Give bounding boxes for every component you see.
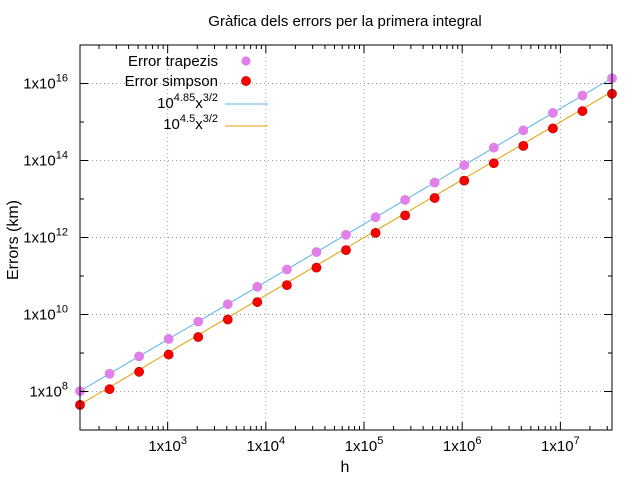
- y-tick-exponent: 8: [62, 381, 68, 393]
- legend-fit-4-5-var: x: [195, 116, 203, 133]
- x-tick-label: 1x107: [541, 435, 580, 455]
- gridlines: [80, 45, 612, 430]
- y-tick-label: 1x108: [29, 381, 68, 401]
- legend-fit-4-5-power: 3/2: [203, 113, 218, 125]
- data-point-trapezis: [281, 264, 292, 275]
- legend-marker-trapezis: [241, 56, 251, 66]
- legend-point-simpson: [241, 76, 251, 86]
- data-point-simpson: [193, 332, 204, 342]
- y-tick-label: 1x1014: [23, 150, 68, 170]
- x-tick-mantissa: 1x10: [443, 438, 476, 455]
- data-point-simpson: [429, 193, 440, 203]
- y-tick-label: 1x1010: [23, 304, 68, 324]
- y-tick-mantissa: 1x10: [23, 76, 56, 93]
- y-tick-label: 1x1016: [23, 73, 68, 93]
- data-point-simpson: [577, 106, 588, 116]
- x-tick-mantissa: 1x10: [148, 438, 181, 455]
- legend-label-fit-4-85: 104.85x3/2: [157, 92, 218, 112]
- data-point-trapezis: [577, 90, 588, 101]
- data-point-simpson: [222, 314, 233, 325]
- x-tick-exponent: 3: [181, 435, 187, 447]
- data-point-simpson: [252, 297, 263, 307]
- data-point-simpson: [518, 140, 529, 151]
- data-point-simpson: [341, 245, 351, 256]
- legend-fit-4-85-base: 10: [157, 95, 174, 112]
- x-axis-label: h: [341, 459, 350, 476]
- data-point-simpson: [488, 158, 499, 169]
- x-tick-mantissa: 1x10: [345, 438, 378, 455]
- data-point-trapezis: [459, 160, 470, 171]
- legend-point-trapezis: [241, 56, 251, 66]
- data-point-trapezis: [341, 229, 351, 240]
- data-point-simpson: [459, 175, 470, 186]
- x-tick-exponent: 7: [574, 435, 580, 447]
- x-tick-exponent: 6: [475, 435, 481, 447]
- data-point-trapezis: [547, 108, 558, 118]
- data-point-trapezis: [400, 194, 411, 205]
- tick-labels: 1x103 1x104 1x105 1x106 1x1071x1081x10101x10…: [23, 73, 579, 456]
- data-point-trapezis: [134, 351, 145, 362]
- legend-label-trapezis: Error trapezis: [128, 53, 218, 70]
- data-point-simpson: [370, 227, 381, 238]
- data-point-trapezis: [429, 177, 440, 188]
- legend-marker-simpson: [241, 76, 251, 86]
- y-tick-label: 1x1012: [23, 227, 68, 247]
- x-tick-label: 1x105: [345, 435, 384, 455]
- x-tick-label: 1x106: [443, 435, 482, 455]
- y-tick-exponent: 16: [56, 73, 68, 85]
- data-point-trapezis: [193, 316, 204, 327]
- x-tick-mantissa: 1x10: [247, 438, 280, 455]
- data-point-simpson: [547, 123, 558, 134]
- legend-fit-4-85-exp: 4.85: [174, 92, 195, 104]
- data-point-trapezis: [518, 125, 529, 136]
- y-tick-mantissa: 1x10: [23, 307, 56, 324]
- y-axis-label: Errors (km): [5, 200, 22, 280]
- data-point-simpson: [134, 366, 145, 377]
- data-point-simpson: [400, 210, 411, 221]
- data-point-trapezis: [222, 299, 233, 310]
- data-point-trapezis: [370, 212, 381, 223]
- data-point-trapezis: [163, 334, 174, 344]
- y-tick-mantissa: 1x10: [23, 153, 56, 170]
- chart-title: Gràfica dels errors per la primera integ…: [208, 13, 481, 30]
- data-point-simpson: [163, 349, 174, 360]
- legend: Error trapezis Error simpson 104.85x3/2 …: [125, 53, 268, 133]
- data-point-trapezis: [252, 281, 263, 292]
- data-point-simpson: [281, 280, 292, 291]
- data-point-trapezis: [311, 247, 322, 257]
- tick-marks: [80, 44, 612, 431]
- data-point-simpson: [311, 262, 322, 273]
- legend-fit-4-5-base: 10: [163, 116, 180, 133]
- data-point-trapezis: [104, 368, 115, 379]
- x-tick-exponent: 5: [377, 435, 383, 447]
- legend-label-fit-4-5: 104.5x3/2: [163, 113, 218, 133]
- data-points: [75, 73, 617, 410]
- data-point-simpson: [104, 384, 115, 395]
- y-tick-exponent: 14: [56, 150, 68, 162]
- y-tick-mantissa: 1x10: [23, 230, 56, 247]
- legend-fit-4-85-var: x: [195, 95, 203, 112]
- x-tick-mantissa: 1x10: [541, 438, 574, 455]
- x-tick-exponent: 4: [279, 435, 285, 447]
- legend-label-simpson: Error simpson: [125, 73, 218, 90]
- legend-fit-4-85-power: 3/2: [203, 92, 218, 104]
- x-tick-label: 1x104: [247, 435, 286, 455]
- x-tick-label: 1x103: [148, 435, 187, 455]
- y-tick-exponent: 12: [56, 227, 68, 239]
- data-point-trapezis: [488, 142, 499, 153]
- y-tick-mantissa: 1x10: [29, 384, 62, 401]
- legend-fit-4-5-exp: 4.5: [180, 113, 195, 125]
- y-tick-exponent: 10: [56, 304, 68, 316]
